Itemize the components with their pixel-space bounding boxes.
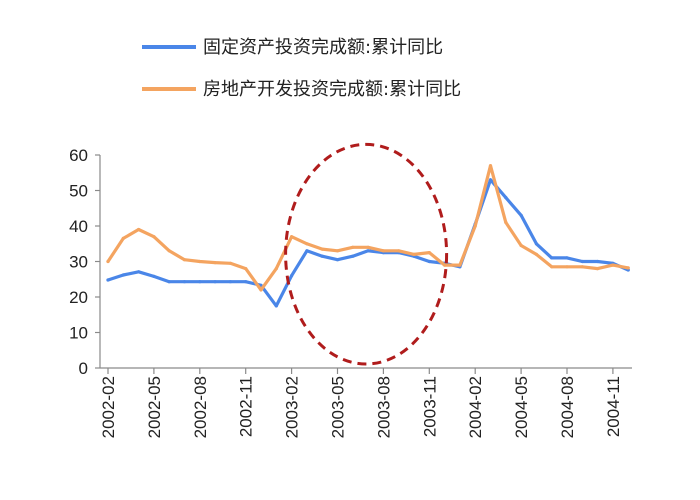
y-tick-label: 0 — [79, 359, 88, 378]
data-point — [137, 270, 141, 274]
x-tick-label: 2003-02 — [283, 376, 302, 438]
data-point — [565, 265, 569, 269]
data-point — [305, 249, 309, 253]
x-tick-label: 2002-08 — [191, 376, 210, 438]
data-point — [351, 254, 355, 258]
data-point — [397, 249, 401, 253]
data-point — [611, 263, 615, 267]
data-point — [565, 256, 569, 260]
x-tick-label: 2004-08 — [558, 376, 577, 438]
x-tick-label: 2003-05 — [329, 376, 348, 438]
y-tick-label: 60 — [69, 146, 88, 165]
data-point — [121, 273, 125, 277]
y-tick-label: 50 — [69, 182, 88, 201]
data-point — [335, 249, 340, 253]
data-point — [305, 242, 309, 246]
data-point — [427, 259, 431, 264]
data-point — [228, 261, 232, 265]
data-point — [534, 252, 539, 256]
data-point — [290, 235, 294, 239]
data-point — [596, 267, 600, 271]
data-point — [320, 254, 324, 258]
data-point — [167, 280, 171, 284]
data-point — [519, 243, 523, 248]
series-points-1 — [106, 164, 630, 292]
data-point — [198, 280, 202, 284]
data-point — [366, 249, 370, 253]
data-point — [137, 227, 141, 232]
data-point — [443, 263, 447, 267]
x-tick-label: 2004-11 — [604, 376, 623, 437]
legend-label-0: 固定资产投资完成额:累计同比 — [203, 37, 443, 58]
x-tick-label: 2002-02 — [99, 376, 118, 438]
x-tick-label: 2002-11 — [237, 376, 256, 437]
y-tick-label: 40 — [69, 217, 88, 236]
data-point — [274, 304, 278, 308]
data-point — [488, 164, 493, 168]
data-point — [259, 288, 263, 292]
data-point — [550, 256, 554, 260]
data-point — [580, 265, 584, 269]
y-tick-label: 30 — [69, 253, 88, 272]
x-tick-label: 2004-05 — [512, 376, 531, 438]
data-point — [198, 259, 202, 264]
data-point — [121, 236, 125, 240]
data-point — [366, 245, 370, 249]
data-point — [473, 224, 477, 228]
x-tick-label: 2003-11 — [420, 376, 439, 437]
data-point — [504, 196, 508, 200]
legend-label-1: 房地产开发投资完成额:累计同比 — [203, 79, 461, 100]
data-point — [228, 280, 232, 284]
data-point — [152, 235, 156, 239]
data-point — [244, 267, 248, 271]
data-point — [412, 252, 416, 256]
axes-layer: 0 10 20 30 40 50 60 2002-02 2002-05 2002-08 2002-1… — [69, 146, 632, 438]
data-point — [274, 267, 278, 271]
data-point — [106, 259, 110, 264]
data-point — [182, 258, 187, 262]
data-point — [213, 261, 217, 265]
data-point — [488, 178, 493, 182]
data-point — [351, 245, 355, 249]
y-tick-label: 20 — [69, 288, 88, 307]
data-point — [290, 274, 294, 278]
data-point — [626, 266, 630, 270]
x-tick-label: 2003-08 — [374, 376, 393, 438]
annotation-layer — [284, 142, 449, 366]
data-point — [458, 263, 462, 267]
series-points-0 — [106, 178, 630, 308]
data-point — [213, 280, 217, 284]
series-layer — [106, 164, 630, 308]
series-line-0 — [106, 178, 630, 308]
data-point — [534, 242, 539, 246]
y-tick-label: 10 — [69, 324, 88, 343]
highlight-ellipse-0 — [284, 142, 449, 366]
data-point — [427, 251, 431, 255]
data-point — [167, 249, 171, 253]
data-point — [550, 265, 554, 269]
series-line-1 — [106, 164, 630, 292]
data-point — [580, 259, 584, 264]
data-point — [152, 274, 156, 278]
x-tick-label: 2004-02 — [466, 376, 485, 438]
data-point — [381, 249, 385, 253]
data-point — [504, 220, 508, 224]
data-point — [519, 213, 523, 217]
data-point — [320, 247, 324, 251]
data-point — [244, 280, 248, 284]
data-point — [182, 280, 187, 284]
x-tick-label: 2002-05 — [145, 376, 164, 438]
data-point — [596, 259, 600, 264]
data-point — [335, 258, 340, 262]
data-point — [106, 278, 110, 282]
